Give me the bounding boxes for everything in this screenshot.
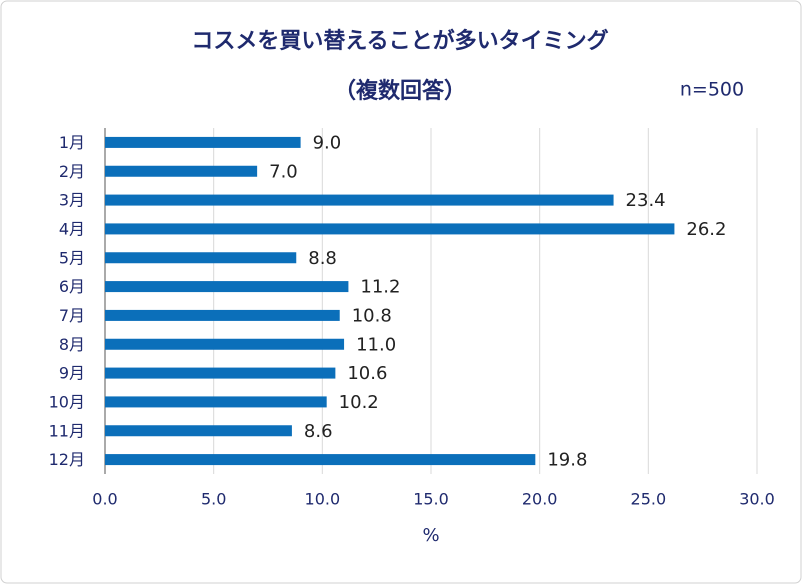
y-tick-label: 1月	[59, 133, 85, 152]
data-label: 23.4	[626, 190, 666, 211]
data-label: 11.0	[356, 334, 396, 355]
bar	[105, 367, 336, 379]
bar	[105, 252, 297, 264]
y-tick-label: 6月	[59, 277, 85, 296]
y-tick-label: 12月	[49, 450, 85, 469]
data-label: 7.0	[269, 161, 298, 182]
x-tick-label: 0.0	[92, 490, 117, 509]
bar	[105, 396, 327, 408]
y-tick-label: 3月	[59, 191, 85, 210]
x-tick-label: 5.0	[201, 490, 226, 509]
chart-subtitle: （複数回答）	[334, 78, 466, 104]
data-label: 26.2	[686, 219, 726, 240]
y-tick-label: 4月	[59, 219, 85, 238]
bar	[105, 338, 345, 350]
data-label: 10.2	[339, 392, 379, 413]
x-tick-label: 25.0	[631, 490, 667, 509]
x-axis-title: %	[422, 525, 439, 546]
data-label: 9.0	[313, 132, 342, 153]
y-tick-label: 5月	[59, 248, 85, 267]
data-label: 19.8	[547, 450, 587, 471]
bar	[105, 425, 292, 437]
bar	[105, 454, 536, 466]
bar	[105, 281, 349, 293]
data-label: 10.6	[347, 363, 387, 384]
data-label: 10.8	[352, 305, 392, 326]
data-label: 11.2	[360, 277, 400, 298]
data-label: 8.8	[308, 248, 337, 269]
x-tick-label: 15.0	[413, 490, 449, 509]
y-tick-label: 11月	[49, 421, 85, 440]
y-tick-label: 10月	[49, 392, 85, 411]
bar	[105, 223, 675, 235]
bar	[105, 309, 340, 321]
x-tick-label: 10.0	[305, 490, 341, 509]
bar	[105, 165, 258, 177]
sample-size: n=500	[680, 79, 744, 101]
y-tick-label: 9月	[59, 364, 85, 383]
x-tick-label: 20.0	[522, 490, 558, 509]
chart-title: コスメを買い替えることが多いタイミング	[191, 28, 608, 54]
y-tick-label: 7月	[59, 306, 85, 325]
bar	[105, 194, 614, 206]
x-tick-label: 30.0	[739, 490, 775, 509]
y-tick-label: 2月	[59, 162, 85, 181]
y-tick-label: 8月	[59, 335, 85, 354]
bar	[105, 136, 301, 148]
data-label: 8.6	[304, 421, 333, 442]
